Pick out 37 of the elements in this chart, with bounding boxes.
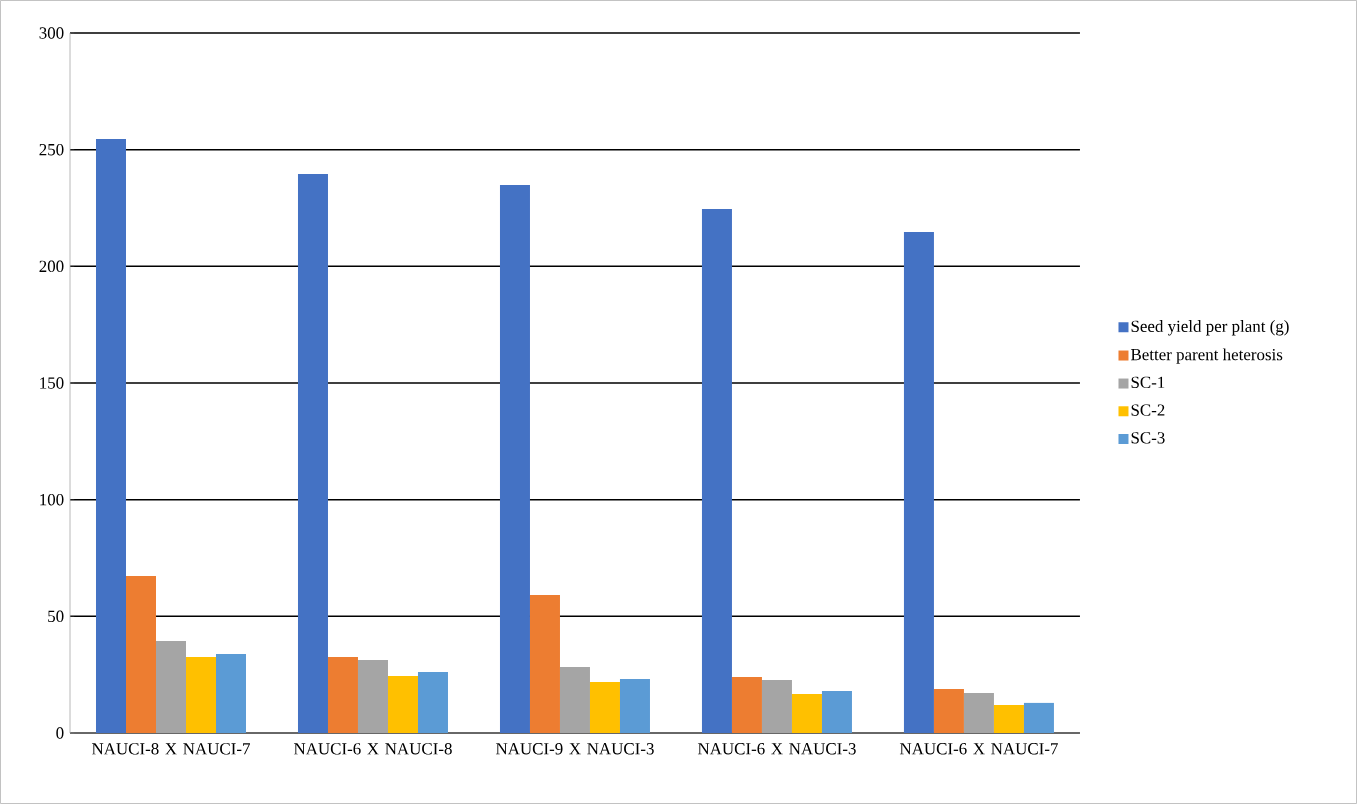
bar	[589, 681, 620, 733]
bar	[701, 208, 732, 733]
bar	[126, 575, 156, 733]
bar	[96, 138, 126, 733]
x-tick-label: NAUCI-8 X NAUCI-7	[91, 743, 250, 755]
bar	[933, 688, 964, 733]
legend-label: Better parent heterosis	[1130, 348, 1283, 364]
y-tick-label: 300	[39, 27, 64, 39]
bar	[903, 232, 934, 733]
y-tick-label: 250	[39, 143, 64, 156]
bar	[529, 595, 560, 733]
y-tick-label: 150	[40, 377, 64, 389]
bar	[1023, 702, 1054, 733]
bar	[731, 677, 762, 733]
y-tick-label: 0	[56, 727, 64, 739]
y-tick-label: 100	[40, 493, 64, 506]
legend-label: SC-2	[1131, 404, 1165, 416]
bar	[327, 656, 358, 733]
bar	[499, 184, 530, 733]
legend-label: Seed yield per plant (g)	[1131, 320, 1289, 336]
y-tick-label: 200	[39, 260, 64, 273]
bar	[387, 676, 418, 733]
bar	[216, 653, 246, 733]
bar	[619, 679, 650, 733]
bar	[791, 694, 822, 733]
x-tick-label: NAUCI-6 X NAUCI-8	[293, 743, 452, 755]
legend-label: SC-1	[1131, 376, 1165, 389]
bar	[821, 691, 852, 733]
x-tick-label: NAUCI-9 X NAUCI-3	[495, 743, 654, 755]
y-tick-label: 50	[48, 610, 64, 623]
legend-label: SC-3	[1131, 432, 1165, 444]
bar	[186, 656, 216, 733]
bar	[417, 672, 448, 733]
bar	[297, 173, 328, 733]
x-tick-label: NAUCI-6 X NAUCI-7	[899, 743, 1058, 755]
x-tick-label: NAUCI-6 X NAUCI-3	[697, 743, 856, 755]
bar	[993, 705, 1024, 733]
